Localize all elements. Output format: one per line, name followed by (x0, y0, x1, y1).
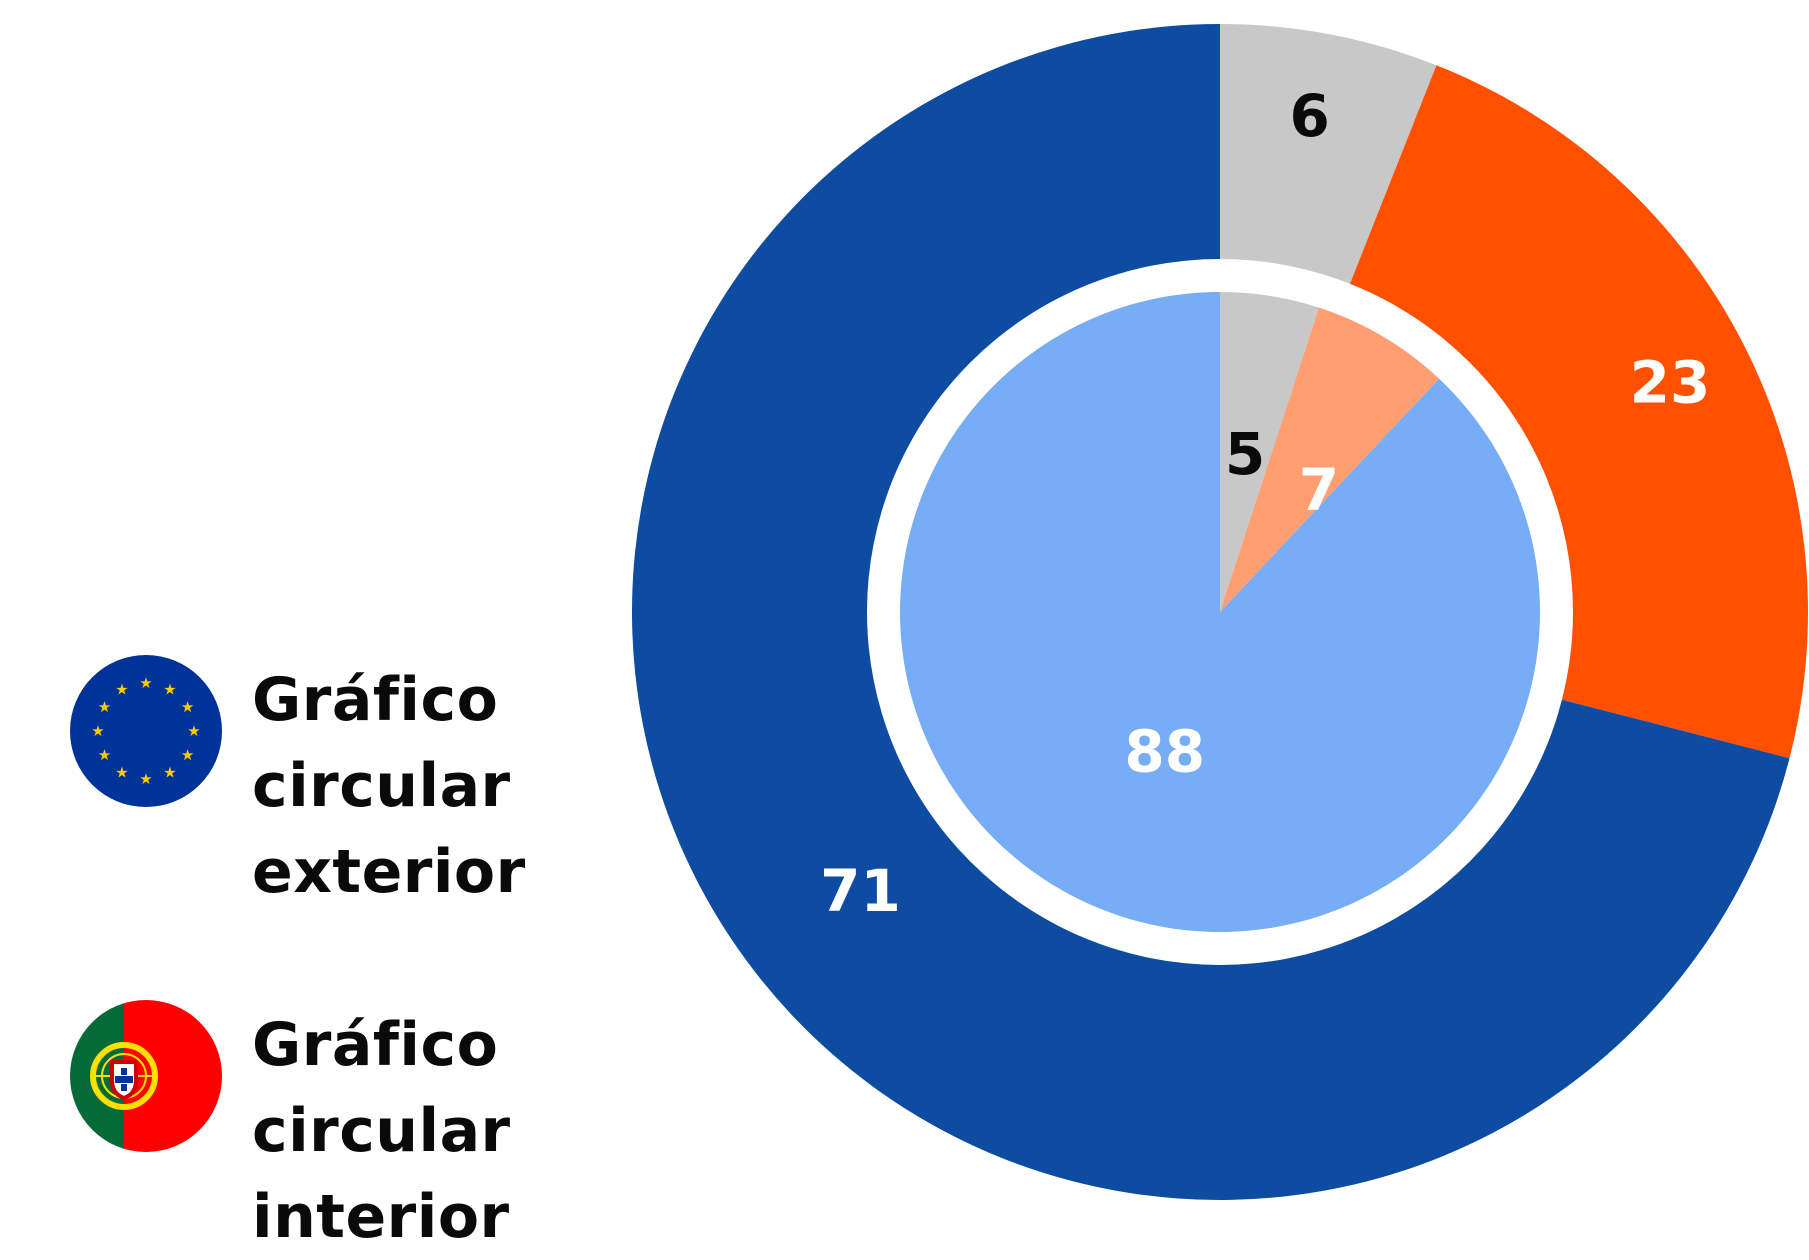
inner-label-5: 5 (1225, 420, 1265, 488)
legend-line: circular (252, 1096, 511, 1166)
eu-star-icon: ★ (115, 680, 128, 698)
inner-slice-7 (1220, 307, 1440, 612)
eu-flag-icon: ★ ★★★★★★★★★★★ (70, 655, 222, 807)
legend-line: exterior (252, 837, 526, 907)
eu-star-icon: ★ (187, 722, 200, 740)
eu-star-icon: ★ (139, 674, 152, 692)
inner-label-88: 88 (1124, 717, 1205, 785)
eu-star-icon: ★ (163, 680, 176, 698)
inner-slice-5 (1220, 292, 1319, 612)
legend-item-outer: ★ ★ ★ ★ ★ ★ ★ ★ ★ ★ ★ ★ Gráfico circular exterior (70, 655, 526, 915)
eu-star-icon: ★ (98, 698, 111, 716)
outer-label-23: 23 (1630, 349, 1711, 417)
inner-label-7: 7 (1299, 456, 1339, 524)
portugal-flag-icon (70, 1000, 222, 1152)
eu-star-icon: ★ (163, 764, 176, 782)
legend-line: circular (252, 751, 511, 821)
inner-pie (900, 292, 1541, 932)
eu-star-icon: ★ (181, 698, 194, 716)
legend-label-outer: Gráfico circular exterior (252, 657, 526, 915)
outer-label-6: 6 (1289, 82, 1329, 150)
outer-label-71: 71 (820, 857, 901, 925)
eu-star-icon: ★ (139, 770, 152, 788)
legend-line: Gráfico (252, 1010, 499, 1080)
legend-line: Gráfico (252, 665, 499, 735)
eu-star-icon: ★ (181, 746, 194, 764)
legend-item-inner: Gráfico circular interior (70, 1000, 511, 1260)
legend-line: interior (252, 1182, 510, 1252)
eu-star-icon: ★ (115, 764, 128, 782)
eu-star-icon: ★ (98, 746, 111, 764)
legend-label-inner: Gráfico circular interior (252, 1002, 511, 1260)
inner-slice-88 (900, 292, 1541, 932)
slice-labels: 6 23 71 57 88 (820, 82, 1710, 925)
eu-star-icon: ★ (91, 722, 104, 740)
